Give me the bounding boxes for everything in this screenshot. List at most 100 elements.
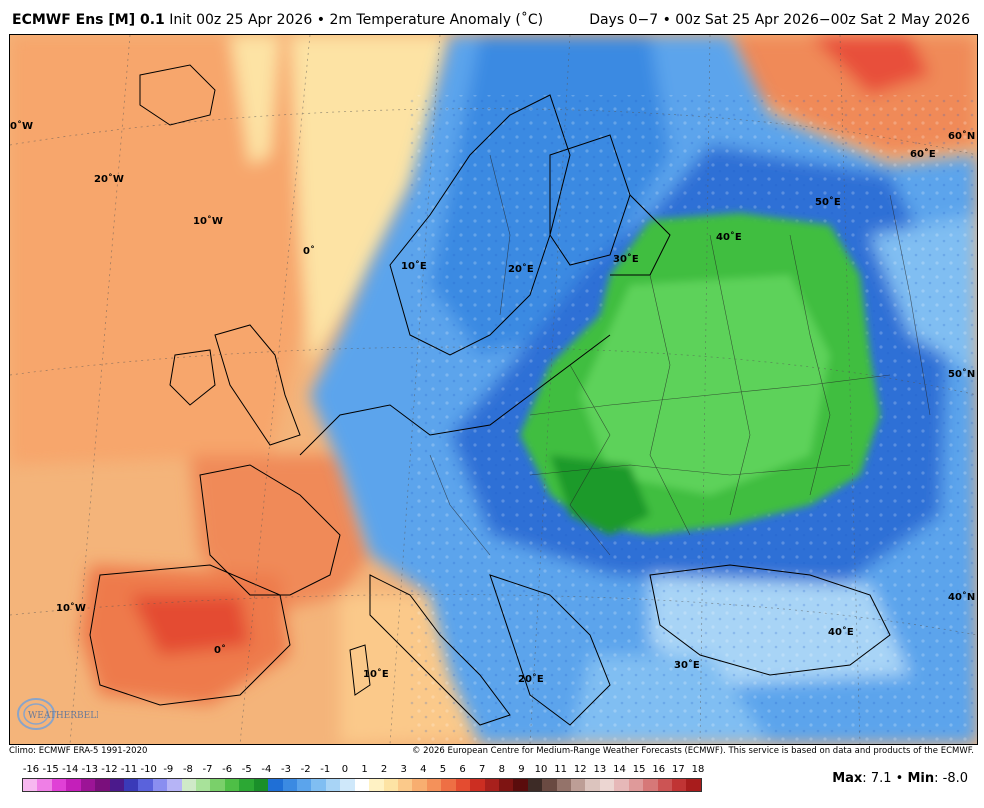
colorbar-tick-label: 8 (498, 764, 505, 775)
balkans-outline (489, 574, 611, 726)
colorbar-swatch (643, 779, 658, 791)
colorbar-swatch (426, 779, 442, 791)
colorbar-tick-label: 6 (459, 764, 466, 775)
temperature-anomaly-map[interactable]: 0˚W 20˚W 10˚W 0˚ 10˚E 20˚E 30˚E 40˚E 50˚… (9, 34, 978, 745)
colorbar-tick-label: -9 (163, 764, 174, 775)
colorbar-tick-label: 4 (420, 764, 427, 775)
colorbar-swatch (369, 779, 384, 791)
grid-label: 30˚E (613, 253, 639, 265)
colorbar-swatch (167, 779, 182, 791)
colorbar-tick-label: -10 (140, 764, 157, 775)
great-britain-outline (214, 324, 301, 446)
weatherbell-logo: WEATHERBELL (14, 696, 102, 732)
grid-label: 20˚E (508, 263, 534, 275)
colorbar-swatch (123, 779, 139, 791)
credits-bar: Climo: ECMWF ERA-5 1991-2020 © 2026 Euro… (9, 746, 976, 758)
min-value: -8.0 (942, 771, 968, 786)
colorbar-legend: -16 -15 -14 -13 -12 -11 -10 -9 -8 -7 -6 -5 -4 -3 -2 -1 0… (22, 764, 705, 794)
arctic-hot-core (810, 35, 930, 95)
colorbar-swatch (542, 779, 557, 791)
grid-label: 40˚N (948, 591, 975, 603)
colorbar-swatch (354, 779, 370, 791)
colorbar-swatch (37, 779, 52, 791)
logo-graphic: WEATHERBELL (17, 698, 102, 730)
header: ECMWF Ens [M] 0.1 Init 00z 25 Apr 2026 •… (0, 0, 984, 34)
climo-credit: Climo: ECMWF ERA-5 1991-2020 (9, 746, 148, 756)
greenland-sea (230, 35, 280, 165)
colorbar-ticks: -16 -15 -14 -13 -12 -11 -10 -9 -8 -7 -6 -5 -4 -3 -2 -1 0… (22, 764, 705, 778)
colorbar-swatch (441, 779, 456, 791)
grid-label: 60˚E (910, 148, 936, 160)
colorbar-swatch (224, 779, 240, 791)
colorbar-tick-label: -16 (22, 764, 40, 775)
colorbar-tick-label: 18 (691, 764, 705, 775)
variable-name: 2m Temperature Anomaly (˚C) (329, 12, 544, 28)
colorbar-tick-label: -2 (300, 764, 311, 775)
colorbar-swatch (181, 779, 197, 791)
colorbar-tick-label: -15 (42, 764, 59, 775)
north-coast-outline (299, 334, 611, 456)
model-name: ECMWF Ens [M] 0.1 (12, 12, 165, 28)
country-borders (429, 154, 931, 556)
grid-label: 30˚E (674, 659, 700, 671)
colorbar-swatch (253, 779, 269, 791)
grid-label: 0˚ (303, 245, 315, 257)
scandinavia-outline (389, 94, 571, 356)
colorbar-swatch (657, 779, 672, 791)
grid-label: 60˚N (948, 130, 975, 142)
colorbar-swatches (22, 778, 702, 792)
colorbar-swatch (412, 779, 427, 791)
colorbar-swatch (23, 779, 38, 791)
colorbar-tick-label: 13 (593, 764, 607, 775)
max-value: 7.1 (870, 771, 892, 786)
ecmwf-credit: © 2026 European Centre for Medium-Range … (411, 746, 974, 756)
colorbar-tick-label: -7 (202, 764, 213, 775)
colorbar-tick-label: -3 (281, 764, 292, 775)
colorbar-swatch (513, 779, 528, 791)
colorbar-tick-label: -5 (241, 764, 252, 775)
colorbar-tick-label: 0 (341, 764, 349, 775)
grid-label: 20˚W (94, 173, 124, 185)
min-label: Min (907, 771, 935, 786)
colorbar-swatch (51, 779, 67, 791)
colorbar-swatch (671, 779, 687, 791)
iberia-hot-core (130, 595, 250, 655)
colorbar-swatch (282, 779, 298, 791)
colorbar-swatch (455, 779, 471, 791)
grid-label: 50˚N (948, 368, 975, 380)
colorbar-tick-label: 14 (613, 764, 626, 775)
logo-text: WEATHERBELL (28, 711, 98, 721)
grid-label: 40˚E (828, 626, 854, 638)
colorbar-tick-label: -13 (81, 764, 99, 775)
map-title: ECMWF Ens [M] 0.1 Init 00z 25 Apr 2026 •… (12, 12, 543, 28)
colorbar-swatch (498, 779, 514, 791)
colorbar-swatch (556, 779, 572, 791)
cold-core-deep-green (550, 455, 650, 535)
max-min-readout: Max: 7.1 • Min: -8.0 (832, 771, 968, 786)
colorbar-tick-label: 1 (361, 764, 368, 775)
colorbar-tick-label: 5 (439, 764, 447, 775)
colorbar-swatch (95, 779, 110, 791)
colorbar-tick-label: 3 (400, 764, 407, 775)
colorbar-swatch (297, 779, 312, 791)
title-separator: • (316, 12, 325, 28)
colorbar-swatch (196, 779, 211, 791)
grid-label: 10˚E (363, 668, 389, 680)
init-time: Init 00z 25 Apr 2026 (169, 12, 313, 28)
colorbar-swatch (325, 779, 341, 791)
colorbar-swatch (80, 779, 96, 791)
iceland-outline (139, 64, 216, 126)
grid-label: 50˚E (815, 196, 841, 208)
grid-label: 40˚E (716, 231, 742, 243)
colorbar-tick-label: 7 (479, 764, 486, 775)
sardinia-outline (349, 644, 371, 696)
colorbar-swatch (397, 779, 413, 791)
colorbar-swatch (138, 779, 153, 791)
colorbar-tick-label: -4 (261, 764, 272, 775)
colorbar-swatch (109, 779, 124, 791)
coastlines (89, 64, 891, 726)
colorbar-tick-label: 12 (573, 764, 587, 775)
colorbar-swatch (239, 779, 254, 791)
colorbar-swatch (614, 779, 629, 791)
cold-core-light-green (580, 275, 830, 495)
